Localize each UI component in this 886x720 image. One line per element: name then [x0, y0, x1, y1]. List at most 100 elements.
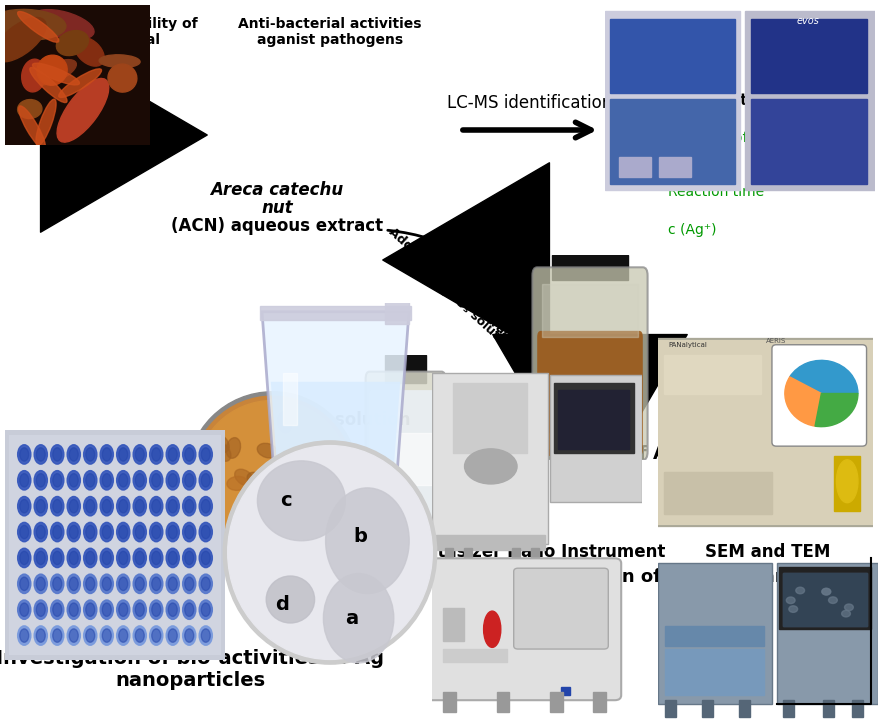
Ellipse shape [67, 600, 81, 619]
Bar [664, 700, 676, 716]
Ellipse shape [167, 574, 179, 593]
Ellipse shape [223, 441, 437, 664]
Ellipse shape [184, 629, 194, 642]
Ellipse shape [19, 629, 28, 642]
Ellipse shape [325, 488, 409, 593]
Ellipse shape [51, 626, 64, 645]
Ellipse shape [183, 574, 196, 593]
FancyArrowPatch shape [388, 230, 527, 315]
Ellipse shape [108, 64, 136, 92]
Ellipse shape [19, 448, 28, 462]
Bar [618, 157, 651, 176]
Ellipse shape [214, 442, 231, 462]
Text: nut: nut [261, 199, 293, 217]
Ellipse shape [152, 629, 160, 642]
Ellipse shape [74, 37, 105, 66]
Ellipse shape [168, 552, 177, 564]
Bar [283, 373, 297, 426]
Ellipse shape [52, 552, 62, 564]
Ellipse shape [836, 460, 858, 503]
Ellipse shape [196, 400, 349, 554]
Ellipse shape [136, 474, 144, 487]
Ellipse shape [102, 629, 112, 642]
Ellipse shape [19, 603, 28, 616]
Ellipse shape [102, 552, 112, 564]
Ellipse shape [117, 600, 130, 619]
Ellipse shape [133, 600, 146, 619]
Ellipse shape [30, 68, 67, 102]
FancyBboxPatch shape [1, 426, 229, 665]
Ellipse shape [184, 448, 194, 462]
Ellipse shape [35, 600, 47, 619]
Bar [550, 692, 563, 712]
Bar [664, 472, 772, 514]
Ellipse shape [277, 412, 291, 433]
Ellipse shape [19, 577, 28, 590]
Bar [783, 573, 867, 626]
Bar [745, 11, 875, 190]
PathPatch shape [271, 382, 400, 474]
Ellipse shape [201, 500, 210, 513]
Ellipse shape [36, 500, 45, 513]
Ellipse shape [199, 471, 213, 490]
Ellipse shape [69, 577, 78, 590]
Text: Adding the ACN extract: Adding the ACN extract [386, 225, 517, 345]
Ellipse shape [168, 603, 177, 616]
Ellipse shape [67, 548, 81, 567]
Bar [260, 307, 411, 320]
Ellipse shape [152, 448, 160, 462]
Bar [375, 433, 436, 485]
Ellipse shape [796, 588, 804, 594]
Ellipse shape [201, 603, 210, 616]
Ellipse shape [184, 603, 194, 616]
Ellipse shape [286, 471, 300, 492]
PathPatch shape [262, 312, 409, 478]
Bar [783, 573, 867, 626]
FancyBboxPatch shape [651, 339, 880, 526]
Ellipse shape [35, 497, 47, 516]
Ellipse shape [199, 548, 213, 567]
Ellipse shape [150, 522, 163, 541]
Text: c: c [280, 491, 291, 510]
Ellipse shape [86, 500, 95, 513]
Ellipse shape [86, 603, 95, 616]
Ellipse shape [86, 448, 95, 462]
Ellipse shape [36, 448, 45, 462]
Ellipse shape [321, 466, 341, 480]
Text: PANalytical: PANalytical [669, 342, 708, 348]
Ellipse shape [51, 600, 64, 619]
Ellipse shape [35, 471, 47, 490]
Ellipse shape [57, 30, 89, 55]
Ellipse shape [150, 445, 163, 464]
Ellipse shape [133, 471, 146, 490]
Bar [432, 373, 548, 544]
Ellipse shape [86, 629, 95, 642]
Ellipse shape [183, 626, 196, 645]
Ellipse shape [822, 588, 831, 595]
Ellipse shape [86, 474, 95, 487]
Bar [549, 374, 642, 502]
Ellipse shape [227, 477, 248, 490]
Ellipse shape [117, 497, 130, 516]
Ellipse shape [117, 574, 130, 593]
Bar [512, 549, 520, 560]
Ellipse shape [201, 474, 210, 487]
Ellipse shape [67, 471, 81, 490]
Ellipse shape [52, 448, 62, 462]
Ellipse shape [51, 497, 64, 516]
Ellipse shape [133, 626, 146, 645]
Ellipse shape [199, 522, 213, 541]
Ellipse shape [51, 471, 64, 490]
Ellipse shape [100, 600, 113, 619]
Ellipse shape [117, 445, 130, 464]
Ellipse shape [69, 448, 78, 462]
FancyBboxPatch shape [514, 568, 609, 649]
Ellipse shape [199, 445, 213, 464]
Ellipse shape [201, 629, 210, 642]
Ellipse shape [183, 600, 196, 619]
Text: Characterization of Ag nanoparticles: Characterization of Ag nanoparticles [468, 568, 838, 586]
Ellipse shape [83, 574, 97, 593]
Ellipse shape [150, 497, 163, 516]
Ellipse shape [83, 522, 97, 541]
Ellipse shape [57, 78, 109, 142]
